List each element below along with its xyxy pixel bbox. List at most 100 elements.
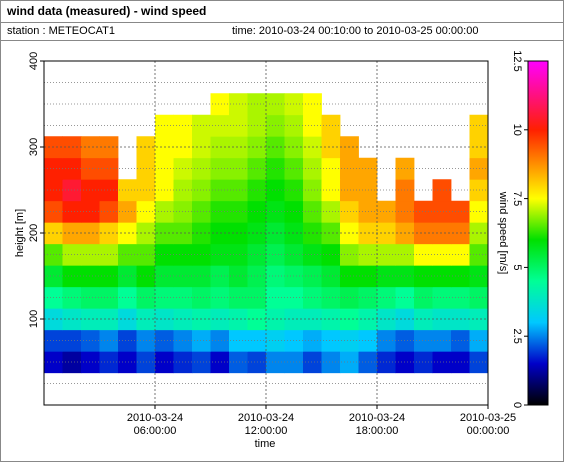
heat-cell [118, 222, 137, 245]
heat-cell [247, 265, 267, 288]
x-tick-label: 2010-03-24 06:00:00 [126, 412, 184, 437]
heat-cell [469, 200, 489, 223]
heat-cell [303, 93, 322, 116]
heat-cell [136, 243, 156, 266]
heat-cell [469, 265, 489, 288]
heat-cell [136, 265, 156, 288]
heat-cell [229, 329, 248, 352]
colorbar-label: wind speed [m/s] [497, 191, 509, 275]
heat-cell [340, 243, 359, 266]
heat-cell [81, 222, 100, 245]
colorbar-tick-label: 0 [511, 402, 523, 408]
heat-cell [81, 286, 100, 309]
y-tick-label: 300 [28, 138, 40, 156]
heat-cell [358, 265, 378, 288]
heat-cell [469, 351, 489, 374]
heat-cell [62, 136, 82, 159]
heat-cell [451, 200, 470, 223]
heat-cell [210, 329, 230, 352]
heat-cell [136, 351, 156, 374]
y-tick-label: 100 [28, 310, 40, 328]
heat-cell [247, 243, 267, 266]
heat-cell [469, 243, 489, 266]
heat-cell [358, 157, 378, 180]
heat-cell [99, 200, 119, 223]
heat-cell [118, 179, 137, 202]
heat-cell [266, 222, 285, 245]
heat-cell [358, 243, 378, 266]
heat-cell [358, 179, 378, 202]
y-tick-label: 400 [28, 52, 40, 70]
colorbar-tick-label: 12.5 [511, 50, 523, 71]
heat-cell [303, 179, 322, 202]
heat-cell [99, 157, 119, 180]
heat-cell [321, 222, 341, 245]
heat-cell [414, 222, 433, 245]
heat-cell [118, 351, 137, 374]
heat-cell [247, 351, 267, 374]
heat-cell [229, 222, 248, 245]
heat-cell [229, 93, 248, 116]
heat-cell [321, 329, 341, 352]
heat-cell [210, 222, 230, 245]
heat-cell [229, 200, 248, 223]
heat-cell [469, 308, 489, 331]
heat-cell [303, 200, 322, 223]
heat-cell [340, 200, 359, 223]
heat-cell [173, 136, 193, 159]
heat-cell [229, 243, 248, 266]
colorbar-tick-label: 7.5 [511, 191, 523, 206]
heat-cell [432, 265, 452, 288]
heat-cell [321, 243, 341, 266]
heat-cell [358, 329, 378, 352]
heat-cell [99, 351, 119, 374]
heat-cell [469, 136, 489, 159]
heat-cell [173, 222, 193, 245]
heat-cell [229, 265, 248, 288]
heat-cell [136, 329, 156, 352]
heat-cell [81, 136, 100, 159]
heat-cell [340, 157, 359, 180]
heat-cell [118, 243, 137, 266]
heat-cell [118, 200, 137, 223]
heat-cell [358, 222, 378, 245]
colorbar-tick-label: 10 [511, 124, 523, 136]
heat-cell [210, 93, 230, 116]
heat-cell [451, 243, 470, 266]
heat-cell [432, 243, 452, 266]
heat-cell [358, 200, 378, 223]
heat-cell [229, 157, 248, 180]
heat-cell [303, 243, 322, 266]
heat-cell [340, 179, 359, 202]
station: station : METEOCAT1 [7, 25, 115, 37]
heat-cell [451, 329, 470, 352]
heat-cell [210, 243, 230, 266]
heat-cell [136, 157, 156, 180]
heat-cell [414, 351, 433, 374]
heat-cell [210, 179, 230, 202]
heat-cell [358, 351, 378, 374]
heat-cell [192, 351, 211, 374]
heat-cell [118, 286, 137, 309]
heat-cell [469, 286, 489, 309]
x-tick-label: 2010-03-24 18:00:00 [348, 412, 406, 437]
heat-cell [229, 286, 248, 309]
colorbar-tick-label: 5 [511, 264, 523, 270]
heat-cell [321, 351, 341, 374]
heat-cell [192, 329, 211, 352]
heat-cell [229, 114, 248, 137]
heat-cell [210, 157, 230, 180]
heat-cell [99, 286, 119, 309]
heat-cell [414, 200, 433, 223]
heat-cell [432, 179, 452, 202]
heat-cell [432, 200, 452, 223]
heat-cell [247, 93, 267, 116]
heat-cell [118, 265, 137, 288]
heat-cell [340, 351, 359, 374]
heat-cell [99, 329, 119, 352]
heat-cell [229, 308, 248, 331]
heat-cell [192, 286, 211, 309]
heat-cell [340, 265, 359, 288]
